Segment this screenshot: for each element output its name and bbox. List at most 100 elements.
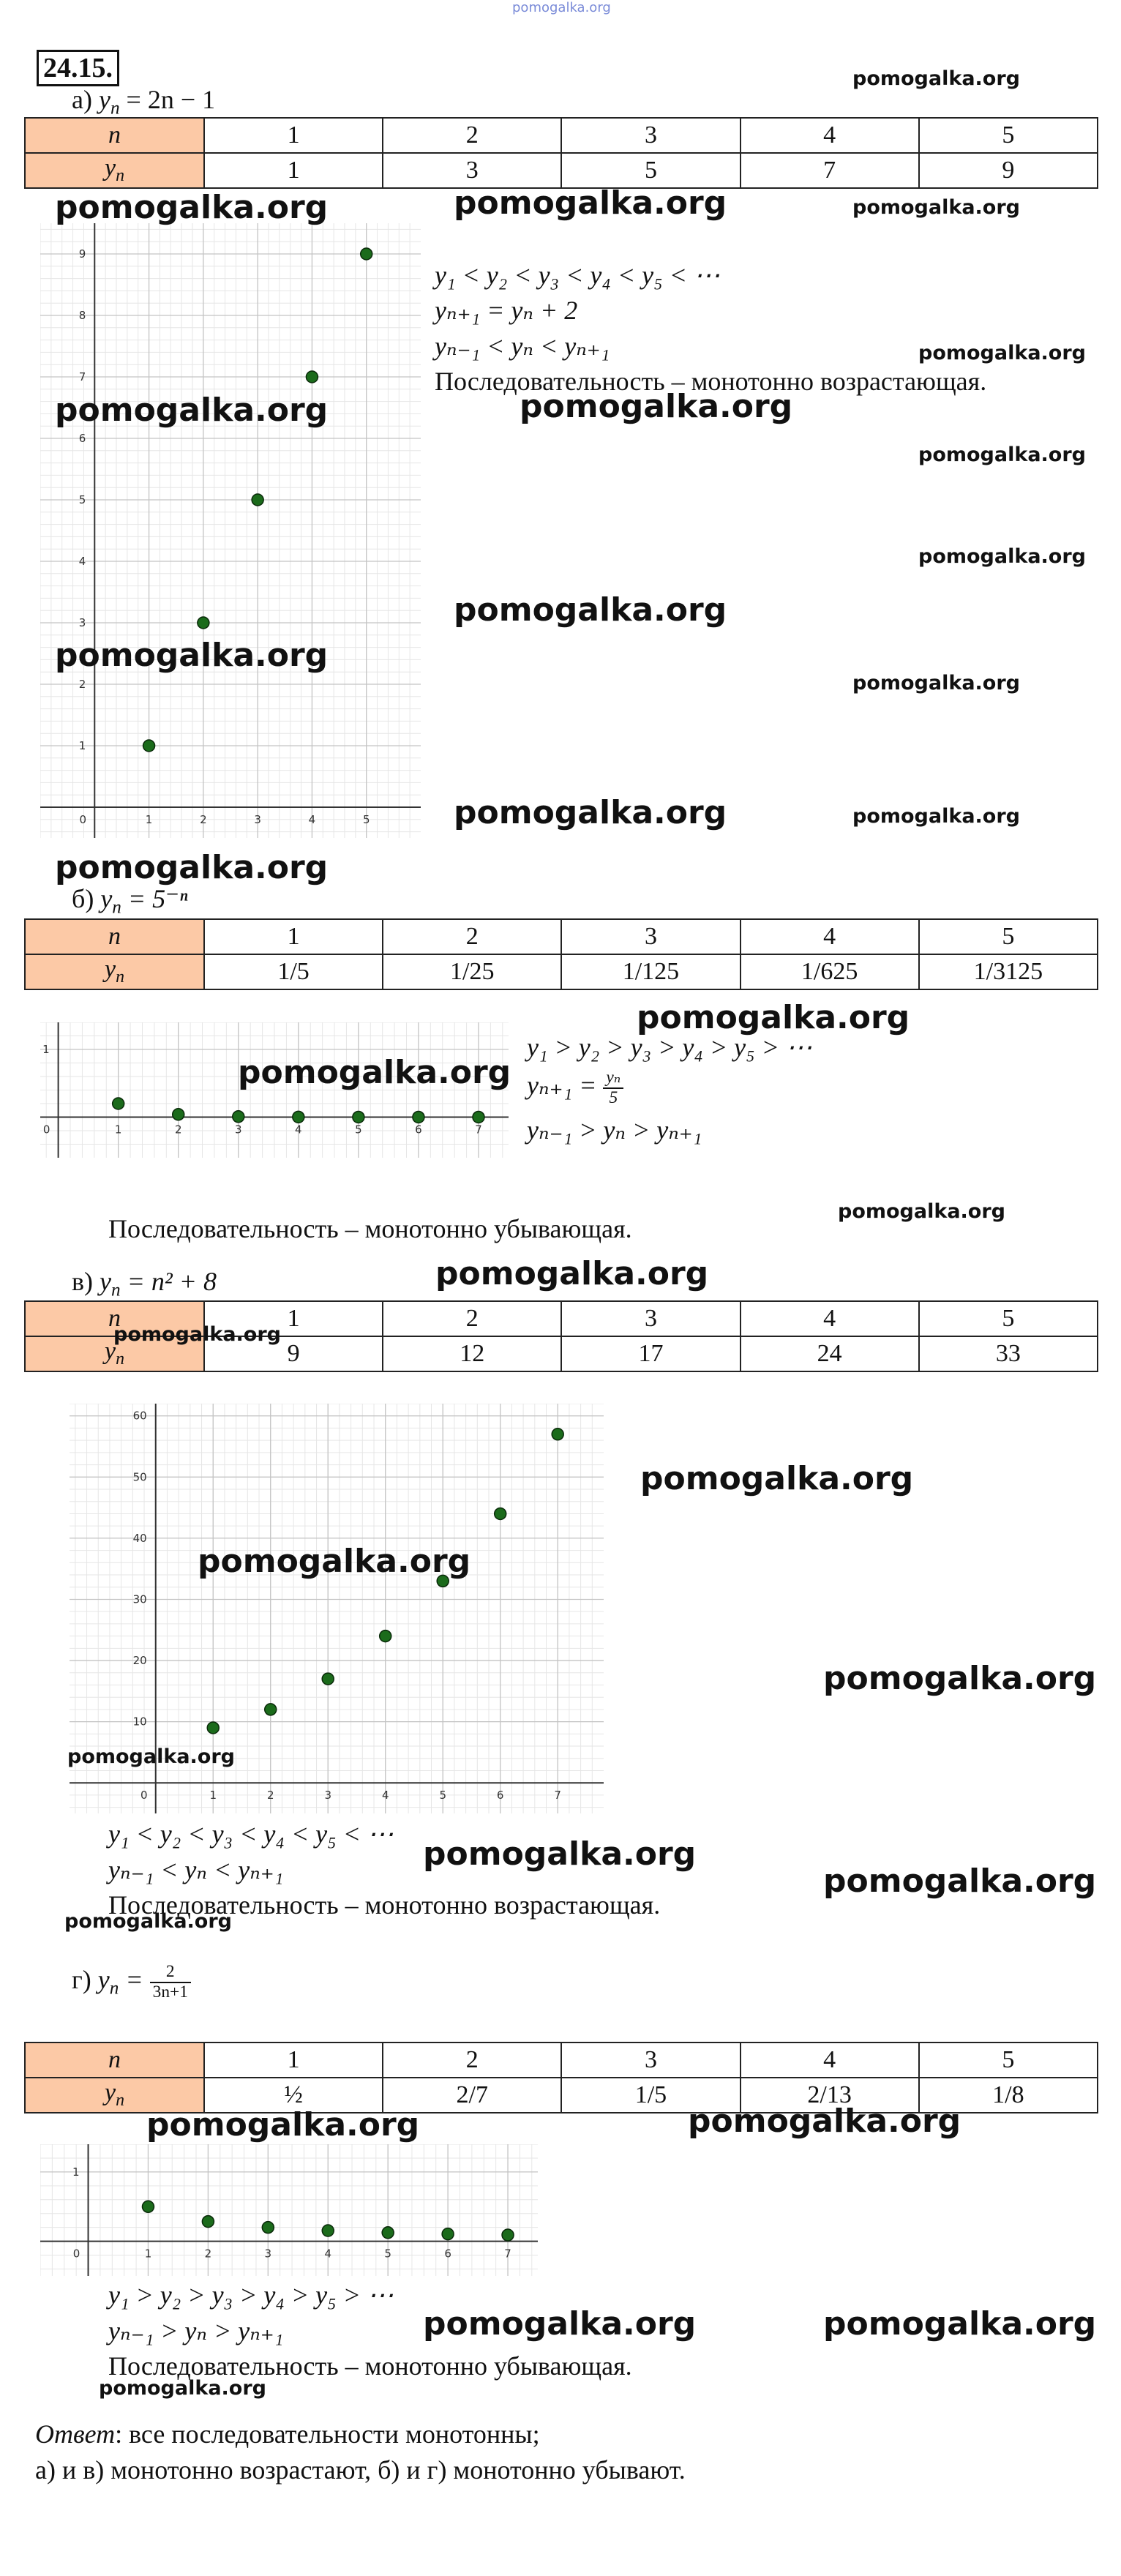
watermark: pomogalka.org [918, 545, 1086, 568]
x-tick-label: 3 [254, 813, 261, 826]
x-tick-label: 1 [146, 813, 153, 826]
x-tick-label: 2 [200, 813, 207, 826]
part-a-line-3: yₙ₋₁ < yₙ < yₙ₊₁ [435, 332, 610, 361]
part-a-formula: = 2n − 1 [126, 85, 216, 114]
table-row: n 1 2 3 4 5 [24, 1300, 1099, 1337]
y-tick-label: 5 [79, 493, 86, 506]
table-cell: 2 [382, 117, 563, 154]
data-point [251, 493, 264, 506]
watermark: pomogalka.org [198, 1543, 471, 1580]
data-point [472, 1110, 485, 1124]
y-tick-label: 1 [72, 2165, 80, 2179]
table-cell: 1 [203, 918, 384, 955]
y-tick-label: 8 [79, 309, 86, 322]
table-row: n 1 2 3 4 5 [24, 918, 1099, 955]
x-tick-label: 1 [209, 1789, 217, 1802]
data-point [436, 1574, 449, 1588]
watermark: pomogalka.org [918, 443, 1086, 466]
part-d-heading: г) yn = 2 3n+1 [72, 1962, 191, 2002]
y-tick-label: 7 [79, 370, 86, 383]
chart-part-a: 0 1 2 3 4 5 1 2 3 4 5 6 7 8 9 [40, 223, 421, 838]
part-d-line-1: y₁ > y₂ > y₃ > y₄ > y₅ > ⋯ [108, 2280, 394, 2310]
y-tick-label: 9 [79, 247, 86, 261]
watermark: pomogalka.org [852, 67, 1020, 90]
part-d-label: г) [72, 1965, 91, 1994]
table-cell: 3 [560, 1300, 741, 1337]
y-tick-label: 30 [133, 1592, 147, 1606]
table-cell: 4 [739, 1300, 920, 1337]
y-tick-label: 50 [133, 1470, 147, 1483]
watermark: pomogalka.org [512, 0, 611, 15]
data-point [171, 1108, 185, 1121]
x-tick-label: 0 [73, 2247, 80, 2261]
part-c-line-1: y₁ < y₂ < y₃ < y₄ < y₅ < ⋯ [108, 1819, 394, 1849]
table-header-y: yn [24, 152, 205, 189]
table-cell: 24 [739, 1336, 920, 1372]
table-cell: 1 [203, 1300, 384, 1337]
data-point [142, 739, 156, 752]
watermark: pomogalka.org [852, 196, 1020, 219]
part-b-line-3: yₙ₋₁ > yₙ > yₙ₊₁ [527, 1115, 702, 1145]
table-cell: 1/625 [739, 954, 920, 990]
x-tick-label: 6 [444, 2247, 451, 2261]
x-tick-label: 0 [43, 1123, 50, 1137]
data-point [261, 2220, 275, 2234]
table-row: yn 1 3 5 7 9 [24, 152, 1099, 189]
table-cell: 4 [739, 2042, 920, 2078]
watermark: pomogalka.org [146, 2106, 420, 2143]
part-b-heading: б) yn = 5⁻ⁿ [72, 884, 188, 918]
data-point [305, 370, 319, 383]
x-tick-label: 2 [175, 1123, 182, 1137]
y-tick-label: 4 [79, 555, 86, 568]
watermark: pomogalka.org [435, 1255, 709, 1292]
part-c-formula: = n² + 8 [127, 1267, 217, 1296]
y-tick-label: 1 [42, 1043, 50, 1056]
part-c-heading: в) yn = n² + 8 [72, 1267, 217, 1300]
table-cell: 2 [382, 1300, 563, 1337]
part-b-conclusion: Последовательность – монотонно убывающая… [108, 1214, 632, 1243]
table-cell: 1/125 [560, 954, 741, 990]
y-tick-label: 6 [79, 432, 86, 445]
table-row: yn ½ 2/7 1/5 2/13 1/8 [24, 2077, 1099, 2113]
part-b-table: n 1 2 3 4 5 yn 1/5 1/25 1/125 1/625 1/31… [24, 918, 1099, 990]
table-cell: 5 [918, 918, 1099, 955]
x-tick-label: 0 [140, 1789, 148, 1802]
part-b-line-1: y₁ > y₂ > y₃ > y₄ > y₅ > ⋯ [527, 1033, 812, 1062]
data-point [292, 1110, 305, 1124]
part-d-line-2: yₙ₋₁ > yₙ > yₙ₊₁ [108, 2316, 284, 2345]
table-cell: 4 [739, 117, 920, 154]
table-cell: 33 [918, 1336, 1099, 1372]
watermark: pomogalka.org [520, 388, 793, 425]
table-cell: 1/5 [560, 2077, 741, 2113]
part-c-conclusion: Последовательность – монотонно возрастаю… [108, 1890, 661, 1920]
watermark: pomogalka.org [238, 1054, 511, 1091]
x-tick-label: 7 [554, 1789, 561, 1802]
x-tick-label: 1 [145, 2247, 152, 2261]
table-cell: 2 [382, 918, 563, 955]
table-cell: 12 [382, 1336, 563, 1372]
table-cell: 3 [560, 918, 741, 955]
y-tick-label: 40 [133, 1532, 147, 1545]
chart-part-b: 0 1 2 3 4 5 6 7 1 [40, 1022, 509, 1158]
part-b-formula: = 5⁻ⁿ [127, 884, 188, 913]
x-tick-label: 4 [324, 2247, 331, 2261]
part-c-line-2: yₙ₋₁ < yₙ < yₙ₊₁ [108, 1855, 284, 1884]
table-cell: 5 [560, 152, 741, 189]
data-point [263, 1703, 277, 1716]
part-a-line-1: y₁ < y₂ < y₃ < y₄ < y₅ < ⋯ [435, 261, 720, 290]
data-point [201, 2214, 215, 2228]
watermark: pomogalka.org [99, 2377, 266, 2400]
data-point [378, 1629, 392, 1643]
data-point [111, 1097, 125, 1110]
data-point [493, 1507, 507, 1521]
watermark: pomogalka.org [852, 672, 1020, 694]
data-point [206, 1721, 220, 1734]
data-point [321, 2224, 335, 2237]
table-cell: 1/8 [918, 2077, 1099, 2113]
watermark: pomogalka.org [55, 849, 329, 886]
part-d-conclusion: Последовательность – монотонно убывающая… [108, 2351, 632, 2381]
x-tick-label: 7 [475, 1123, 482, 1137]
watermark: pomogalka.org [454, 591, 727, 629]
data-point [551, 1428, 564, 1441]
table-cell: 17 [560, 1336, 741, 1372]
